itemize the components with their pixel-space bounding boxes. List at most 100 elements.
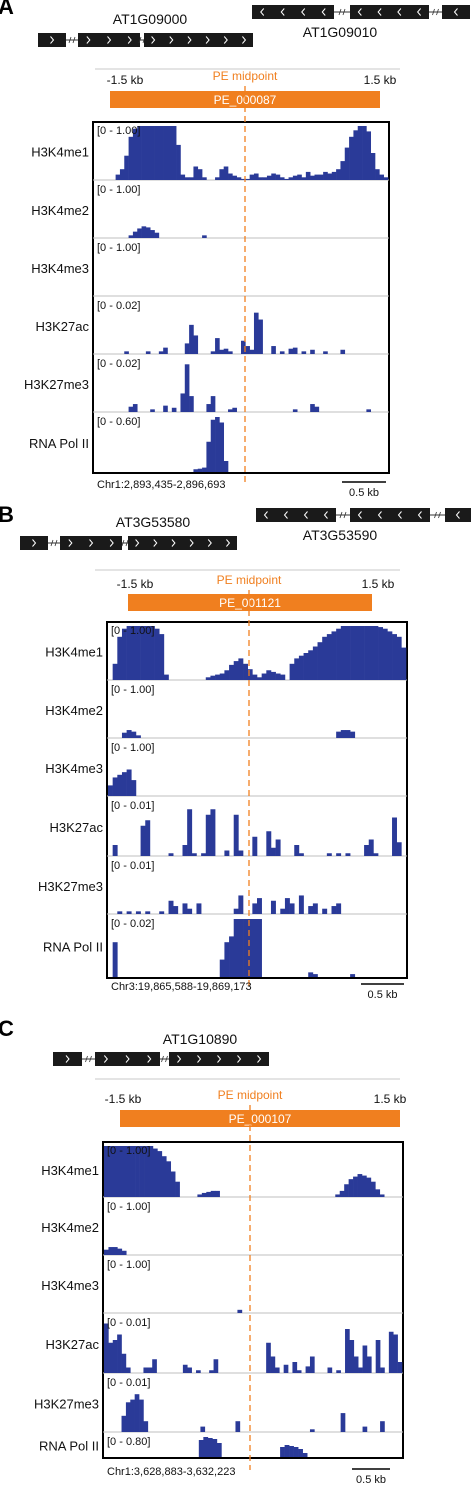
exon-block [445, 508, 471, 522]
track-name: H3K27me3 [38, 879, 103, 894]
signal-bar [241, 178, 246, 180]
signal-bar [193, 469, 199, 472]
track-name: H3K4me3 [45, 761, 103, 776]
track-h3k4me3: H3K4me3 [0 - 1.00] [41, 1259, 403, 1314]
signal-bar [197, 468, 203, 472]
genomic-coordinate: Chr3:19,865,588-19,869,173 [111, 981, 252, 993]
gene-label: AT3G53590 [303, 527, 378, 543]
signal-bar [373, 853, 379, 856]
signal-bar [163, 674, 169, 680]
track-name: H3K4me2 [45, 703, 103, 718]
signal-bar [193, 335, 199, 354]
signal-bar [139, 1399, 144, 1432]
track-name: H3K4me3 [31, 261, 89, 276]
signal-bar [308, 650, 314, 680]
signal-bar [182, 903, 188, 914]
signal-bar [340, 626, 346, 680]
signal-bar [336, 628, 342, 680]
signal-bar [247, 669, 253, 680]
right-range-label: 1.5 kb [374, 1092, 407, 1106]
signal-bar [298, 895, 304, 914]
track-h3k27me3: H3K27me3 [0 - 0.02] [24, 358, 389, 413]
signal-bar [396, 636, 402, 680]
signal-bar [280, 674, 286, 680]
track-name: H3K27ac [36, 319, 90, 334]
signal-bar [161, 1156, 167, 1197]
signal-bar [271, 346, 276, 354]
signal-bar [310, 404, 315, 412]
track-rna-pol-ii: RNA Pol II [0 - 0.80] [39, 1436, 308, 1457]
signal-bar [143, 1421, 149, 1432]
signal-bar [364, 626, 370, 680]
track-range: [0 - 0.02] [111, 918, 154, 930]
signal-bar [270, 1356, 276, 1373]
gene-model: AT3G53580 [20, 514, 237, 550]
signal-bar [279, 351, 285, 354]
signal-bar [137, 228, 142, 238]
signal-bar [132, 128, 138, 180]
track-h3k27me3: H3K27me3 [0 - 0.01] [34, 1377, 403, 1433]
signal-bar [270, 847, 276, 856]
signal-bar [247, 919, 253, 977]
signal-bar [375, 1340, 381, 1373]
signal-bar [232, 175, 237, 180]
track-range: [0 - 1.00] [107, 1201, 150, 1213]
signal-bar [294, 845, 300, 856]
signal-bar [121, 1250, 127, 1255]
midpoint-label: PE midpoint [217, 573, 282, 587]
left-range-label: -1.5 kb [107, 73, 144, 87]
signal-bar [293, 1447, 299, 1457]
signal-bar [108, 785, 113, 796]
signal-bar [168, 853, 174, 856]
signal-bar [145, 820, 151, 856]
signal-bar [289, 1446, 294, 1457]
panel-letter: C [0, 1016, 14, 1041]
signal-bar [202, 467, 207, 472]
signal-bar [182, 845, 188, 856]
signal-bar [228, 351, 233, 354]
signal-bar [112, 1146, 118, 1197]
signal-bar [219, 673, 225, 680]
genomic-coordinate: Chr1:2,893,435-2,896,693 [97, 479, 225, 491]
signal-bar [340, 161, 346, 180]
signal-bar [348, 1179, 354, 1197]
signal-bar [202, 177, 207, 180]
signal-bar [143, 1367, 149, 1373]
signal-bar [336, 903, 342, 914]
signal-bar [224, 670, 230, 680]
signal-bar [252, 836, 258, 856]
panel-letter: A [0, 0, 14, 19]
signal-bar [361, 1175, 367, 1197]
signal-bar [193, 166, 199, 180]
track-h3k4me2: H3K4me2 [0 - 1.00] [41, 1201, 403, 1256]
signal-bar [366, 131, 372, 180]
signal-bar [289, 903, 295, 914]
signal-bar [235, 1421, 241, 1432]
track-h3k4me3: H3K4me3 [0 - 1.00] [31, 242, 389, 297]
signal-bar [283, 1364, 289, 1373]
signal-bar [207, 1438, 213, 1457]
signal-bar [380, 1421, 385, 1432]
signal-bar [310, 349, 315, 354]
signal-bar [238, 895, 244, 914]
signal-bar [215, 338, 220, 354]
signal-bar [117, 911, 123, 914]
signal-bar [297, 174, 302, 180]
signal-bar [362, 1426, 368, 1432]
signal-bar [112, 845, 118, 856]
signal-bar [345, 626, 351, 680]
signal-bar [292, 1362, 298, 1373]
signal-bar [171, 126, 177, 180]
signal-bar [108, 1247, 114, 1255]
signal-bar [241, 340, 246, 354]
signal-bar [353, 1356, 359, 1373]
track-name: RNA Pol II [29, 436, 89, 451]
signal-bar [198, 1440, 204, 1457]
gene-label: AT1G09000 [113, 11, 188, 27]
signal-bar [121, 732, 127, 738]
signal-bar [331, 631, 337, 680]
signal-bar [197, 169, 203, 180]
signal-bar [340, 730, 346, 738]
signal-bar [163, 126, 168, 180]
